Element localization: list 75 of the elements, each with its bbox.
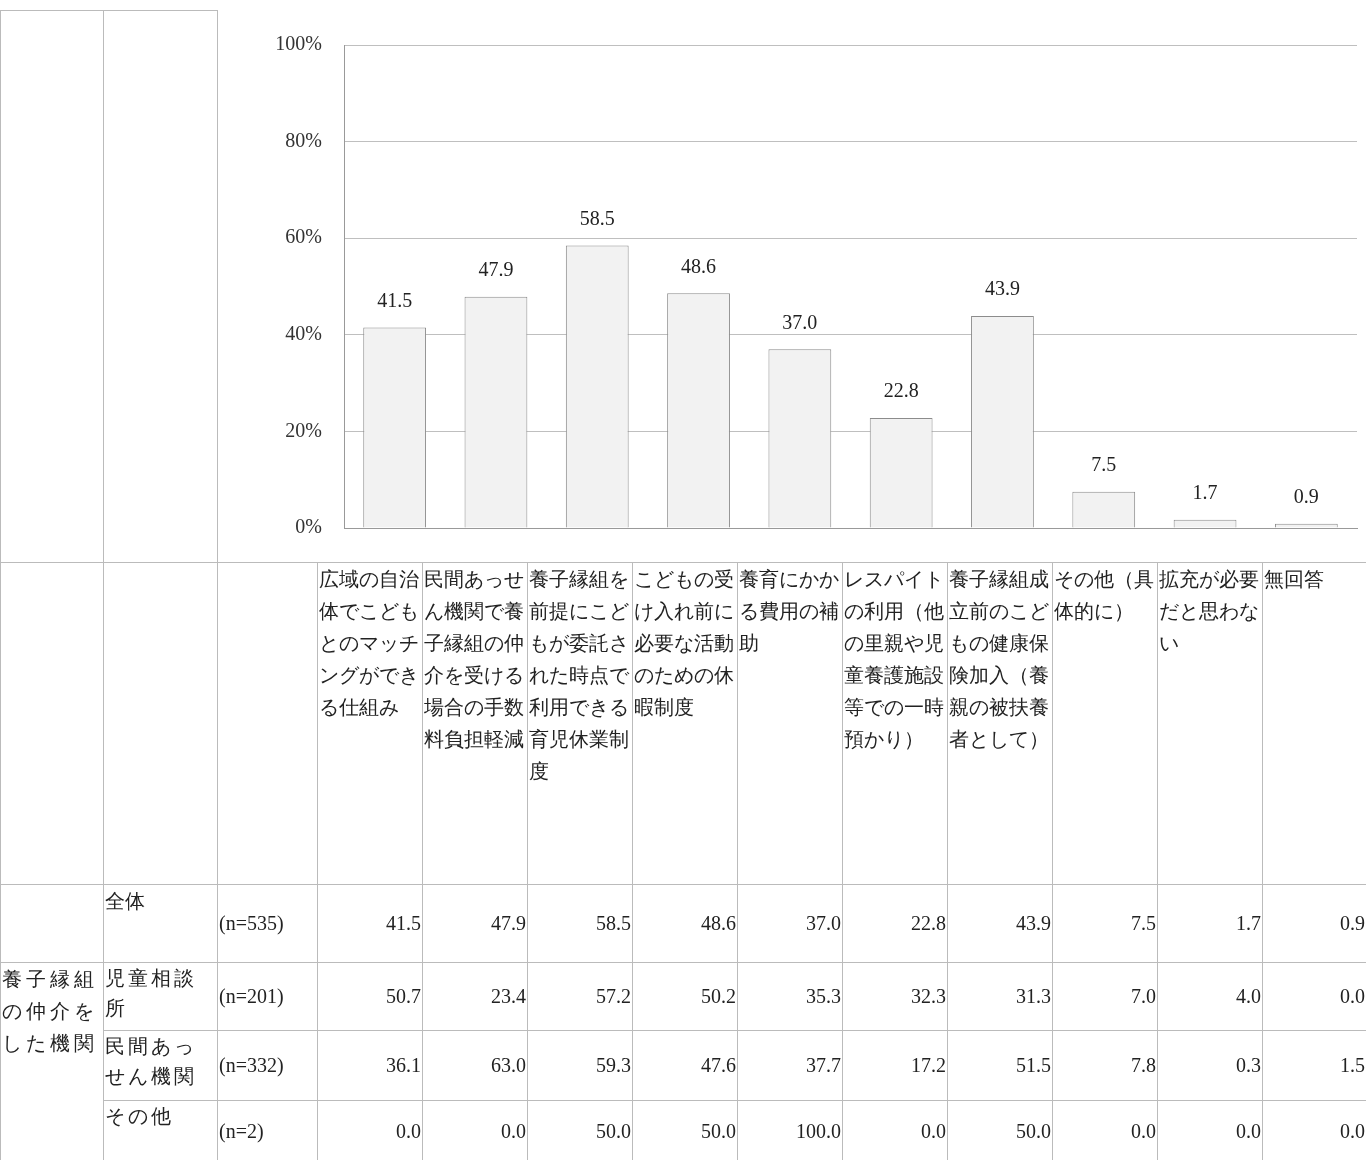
- data-label: 58.5: [579, 206, 615, 229]
- data-label: 0.0: [1157, 1100, 1263, 1160]
- data-label: 0.0: [1052, 1100, 1158, 1160]
- y-tick-label: 20%: [285, 418, 322, 441]
- data-label: 47.9: [478, 257, 514, 280]
- x-tick-label: 養子縁組を前提にこどもが委託された時点で利用できる育児休業制度: [527, 562, 633, 884]
- data-label: 1.7: [1192, 480, 1218, 503]
- data-label: 0.9: [1293, 484, 1319, 507]
- y-tick-label: 民間あっせん機関: [103, 1030, 218, 1100]
- data-label: 50.0: [632, 1100, 738, 1160]
- data-label: 48.6: [632, 884, 738, 962]
- data-label: 0.3: [1157, 1030, 1263, 1100]
- data-label: 0.0: [1262, 962, 1366, 1030]
- data-label: 37.7: [737, 1030, 843, 1100]
- data-label: 1.7: [1157, 884, 1263, 962]
- data-label: 31.3: [947, 962, 1053, 1030]
- data-label: 7.5: [1091, 452, 1117, 475]
- y-tick-label: 40%: [285, 321, 322, 344]
- y-tick-label: 0%: [295, 514, 322, 537]
- text: 養子縁組の仲介をした機関: [0, 962, 104, 1160]
- y-tick-label: 児童相談所: [103, 962, 218, 1030]
- data-label: 51.5: [947, 1030, 1053, 1100]
- data-label: 58.5: [527, 884, 633, 962]
- data-label: 37.0: [782, 310, 818, 333]
- data-label: 41.5: [317, 884, 423, 962]
- data-label: 37.0: [737, 884, 843, 962]
- x-tick-label: レスパイトの利用（他の里親や児童養護施設等での一時預かり）: [842, 562, 948, 884]
- data-label: 47.6: [632, 1030, 738, 1100]
- data-label: 22.8: [842, 884, 948, 962]
- x-tick-label: 無回答: [1262, 562, 1366, 884]
- data-label: 48.6: [681, 254, 717, 277]
- data-label: 50.7: [317, 962, 423, 1030]
- data-label: 1.5: [1262, 1030, 1366, 1100]
- data-label: 43.9: [947, 884, 1053, 962]
- y2-tick-label: (n=332): [217, 1030, 318, 1100]
- data-label: 41.5: [377, 288, 413, 311]
- data-label: 7.8: [1052, 1030, 1158, 1100]
- y-tick-label: その他: [103, 1100, 218, 1160]
- data-label: 0.9: [1262, 884, 1366, 962]
- data-label: 7.5: [1052, 884, 1158, 962]
- data-label: 22.8: [883, 378, 919, 401]
- data-label: 59.3: [527, 1030, 633, 1100]
- x-tick-label: こどもの受け入れ前に必要な活動のための休暇制度: [632, 562, 738, 884]
- x-tick-label: 養子縁組成立前のこどもの健康保険加入（養親の被扶養者として）: [947, 562, 1053, 884]
- data-label: 50.0: [947, 1100, 1053, 1160]
- data-label: 50.2: [632, 962, 738, 1030]
- data-label: 0.0: [1262, 1100, 1366, 1160]
- y2-tick-label: (n=2): [217, 1100, 318, 1160]
- y2-tick-label: (n=201): [217, 962, 318, 1030]
- data-label: 50.0: [527, 1100, 633, 1160]
- x-tick-label: 広域の自治体でこどもとのマッチングができる仕組み: [317, 562, 423, 884]
- data-label: 63.0: [422, 1030, 528, 1100]
- x-tick-label: 拡充が必要だと思わない: [1157, 562, 1263, 884]
- y-tick-label: 100%: [275, 31, 322, 54]
- data-label: 0.0: [842, 1100, 948, 1160]
- data-label: 32.3: [842, 962, 948, 1030]
- data-label: 23.4: [422, 962, 528, 1030]
- data-label: 100.0: [737, 1100, 843, 1160]
- data-label: 4.0: [1157, 962, 1263, 1030]
- data-label: 0.0: [422, 1100, 528, 1160]
- y-tick-label: 80%: [285, 128, 322, 151]
- data-label: 47.9: [422, 884, 528, 962]
- x-tick-label: その他（具体的に）: [1052, 562, 1158, 884]
- y-tick-label: 全体: [103, 884, 218, 962]
- data-label: 7.0: [1052, 962, 1158, 1030]
- data-label: 35.3: [737, 962, 843, 1030]
- y-tick-label: 60%: [285, 224, 322, 247]
- x-tick-label: 養育にかかる費用の補助: [737, 562, 843, 884]
- data-label: 43.9: [984, 276, 1020, 299]
- y2-tick-label: (n=535): [217, 884, 318, 962]
- data-label: 0.0: [317, 1100, 423, 1160]
- data-label: 17.2: [842, 1030, 948, 1100]
- x-tick-label: 民間あっせん機関で養子縁組の仲介を受ける場合の手数料負担軽減: [422, 562, 528, 884]
- data-label: 36.1: [317, 1030, 423, 1100]
- data-label: 57.2: [527, 962, 633, 1030]
